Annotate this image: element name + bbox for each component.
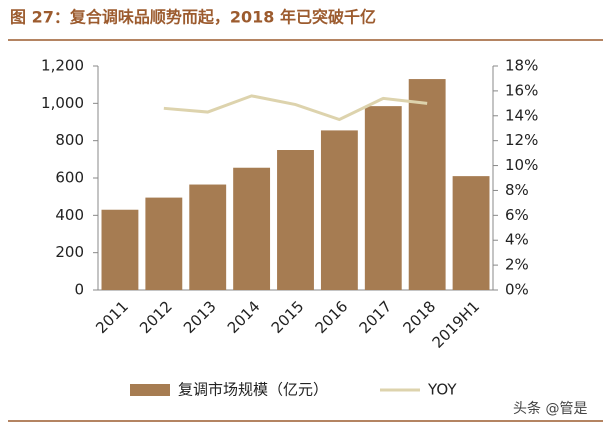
bar bbox=[364, 106, 402, 290]
y-tick-label: 0 bbox=[74, 281, 84, 299]
watermark: 头条 @管是 bbox=[513, 400, 587, 417]
y-tick-label: 400 bbox=[55, 206, 84, 224]
x-tick-label: 2014 bbox=[224, 297, 264, 337]
y-tick-label: 1,200 bbox=[41, 57, 84, 75]
y-tick-label: 600 bbox=[55, 169, 84, 187]
legend-swatch bbox=[130, 384, 170, 396]
bar bbox=[408, 79, 446, 290]
y-tick-label: 200 bbox=[55, 243, 84, 261]
y2-tick-label: 10% bbox=[505, 156, 538, 174]
bar bbox=[101, 209, 139, 290]
y2-tick-label: 0% bbox=[505, 281, 529, 299]
chart-title: 图 27：复合调味品顺势而起，2018 年已突破千亿 bbox=[10, 8, 376, 27]
x-tick-label: 2019H1 bbox=[429, 297, 483, 351]
y2-tick-label: 4% bbox=[505, 231, 529, 249]
y2-tick-label: 14% bbox=[505, 106, 538, 124]
x-tick-label: 2011 bbox=[92, 297, 132, 337]
y-tick-label: 1,000 bbox=[41, 94, 84, 112]
y2-tick-label: 18% bbox=[505, 57, 538, 75]
bar bbox=[452, 176, 490, 290]
y2-tick-label: 8% bbox=[505, 181, 529, 199]
line bbox=[163, 94, 428, 122]
y2-tick-label: 2% bbox=[505, 256, 529, 274]
bar bbox=[233, 167, 271, 290]
x-tick-label: 2015 bbox=[268, 297, 308, 337]
legend-label: 复调市场规模（亿元） bbox=[178, 381, 328, 399]
y-tick-label: 800 bbox=[55, 131, 84, 149]
bar bbox=[277, 150, 314, 290]
bar bbox=[145, 197, 183, 290]
x-tick-label: 2018 bbox=[399, 297, 439, 337]
x-tick-label: 2017 bbox=[356, 297, 396, 337]
bar bbox=[189, 184, 227, 290]
x-tick-label: 2012 bbox=[136, 297, 176, 337]
x-tick-label: 2016 bbox=[312, 297, 352, 337]
y2-tick-label: 6% bbox=[505, 206, 529, 224]
x-tick-label: 2013 bbox=[180, 297, 220, 337]
bar bbox=[320, 130, 358, 290]
legend-label: YOY bbox=[427, 381, 457, 399]
y2-tick-label: 12% bbox=[505, 131, 538, 149]
y2-tick-label: 16% bbox=[505, 81, 538, 99]
